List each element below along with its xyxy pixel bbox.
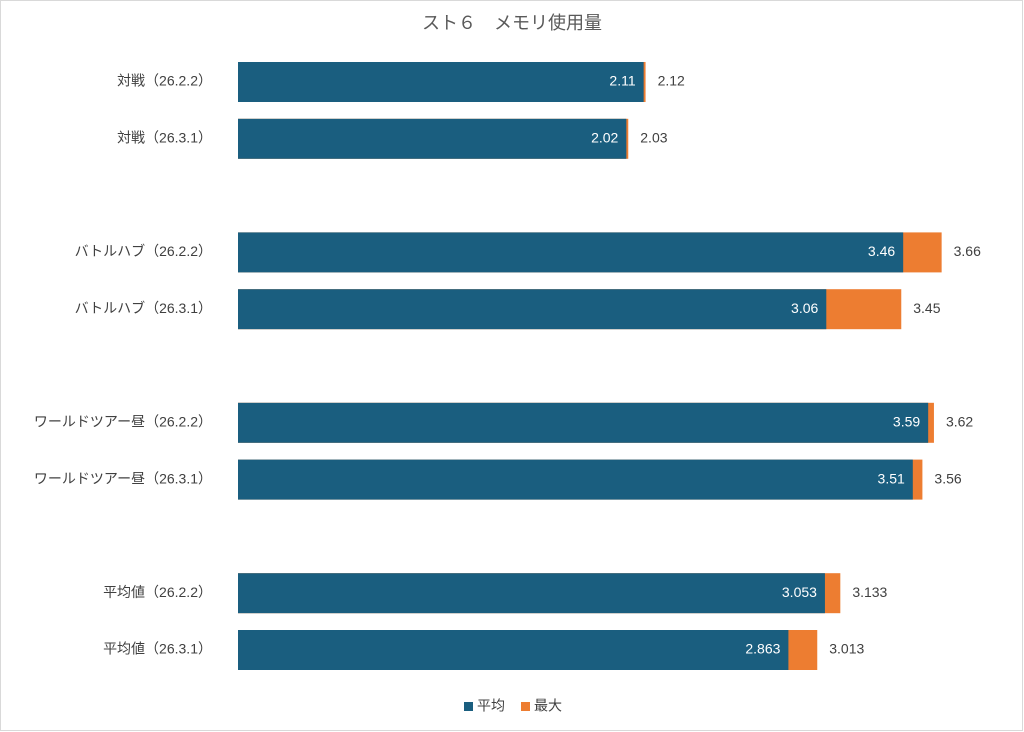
y-tick-label: バトルハブ（26.3.1） [75, 300, 212, 316]
data-label: 3.56 [934, 470, 961, 486]
legend-swatch [521, 702, 530, 711]
data-label: 3.45 [913, 300, 940, 316]
data-label: 3.06 [791, 300, 818, 316]
y-tick-label: 平均値（26.3.1） [103, 641, 212, 657]
data-label: 3.133 [852, 584, 887, 600]
y-tick-label: 対戦（26.3.1） [117, 130, 212, 146]
y-tick-label: 対戦（26.2.2） [117, 73, 212, 89]
data-label: 3.51 [878, 470, 905, 486]
data-label: 2.03 [640, 130, 667, 146]
bar [238, 573, 825, 614]
data-label: 2.863 [745, 641, 780, 657]
data-label: 3.66 [954, 243, 981, 259]
y-tick-label: ワールドツアー昼（26.2.2） [34, 414, 212, 430]
legend-label: 最大 [534, 698, 562, 714]
y-tick-label: ワールドツアー昼（26.3.1） [34, 470, 212, 486]
data-label: 3.46 [868, 243, 895, 259]
data-label: 3.59 [893, 414, 920, 430]
data-label: 2.02 [591, 130, 618, 146]
y-tick-label: 平均値（26.2.2） [103, 584, 212, 600]
bar [238, 402, 929, 443]
data-label: 3.013 [829, 641, 864, 657]
data-label: 2.11 [609, 73, 635, 89]
legend-label: 平均 [477, 698, 505, 714]
data-label: 3.053 [782, 584, 817, 600]
bar [238, 62, 644, 102]
bar [238, 459, 913, 500]
data-label: 2.12 [658, 73, 685, 89]
bar [238, 232, 904, 273]
bar [238, 630, 789, 670]
bar [238, 289, 827, 330]
data-label: 3.62 [946, 414, 973, 430]
bar [238, 118, 627, 159]
chart-title: スト６ メモリ使用量 [422, 13, 602, 33]
legend-swatch [464, 702, 473, 711]
y-tick-label: バトルハブ（26.2.2） [75, 243, 212, 259]
